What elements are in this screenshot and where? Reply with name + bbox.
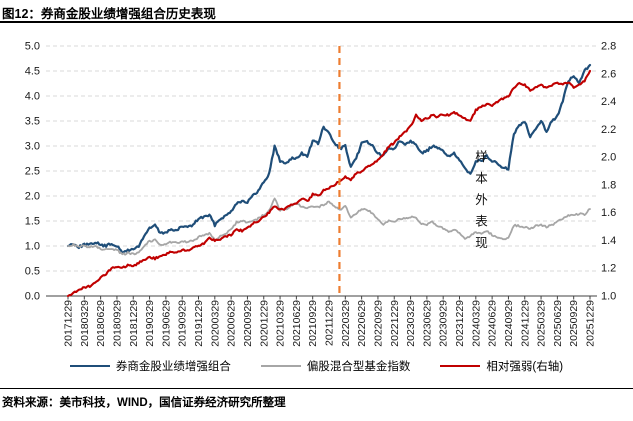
series-lines: [66, 63, 592, 298]
left-axis-labels: 5.0 4.5 4.0 3.5 3.0 2.5 2.0 1.5 1.0 0.5 0.0: [25, 41, 40, 303]
svg-text:2.5: 2.5: [25, 166, 40, 178]
svg-text:3.5: 3.5: [25, 116, 40, 128]
legend-item-1: 偏股混合型基金指数: [260, 358, 411, 374]
svg-text:20171229: 20171229: [63, 300, 75, 347]
svg-text:20210629: 20210629: [291, 300, 303, 347]
svg-text:5.0: 5.0: [25, 41, 40, 53]
svg-text:20220329: 20220329: [340, 300, 352, 347]
svg-text:1.5: 1.5: [25, 216, 40, 228]
svg-text:20251229: 20251229: [585, 300, 597, 347]
svg-text:2.4: 2.4: [601, 96, 616, 108]
svg-text:20181229: 20181229: [128, 300, 140, 347]
legend-label-1: 偏股混合型基金指数: [306, 361, 411, 373]
x-axis-labels: 20171229 20180329 20180629 20180929 20181229…: [63, 296, 597, 347]
svg-text:2.6: 2.6: [601, 68, 616, 80]
svg-text:20240629: 20240629: [487, 300, 499, 347]
svg-text:20250329: 20250329: [536, 300, 548, 347]
legend-item-2: 相对强弱(右轴): [440, 358, 563, 374]
source-note: 资料来源：美市科技，WIND，国信证券经济研究所整理: [2, 397, 286, 409]
svg-text:0.0: 0.0: [25, 291, 40, 303]
svg-text:20240329: 20240329: [470, 300, 482, 347]
svg-text:20230629: 20230629: [421, 300, 433, 347]
svg-text:4.0: 4.0: [25, 91, 40, 103]
svg-text:20191229: 20191229: [193, 300, 205, 347]
svg-text:20190329: 20190329: [144, 300, 156, 347]
svg-text:20230329: 20230329: [405, 300, 417, 347]
legend-item-0: 券商金股业绩增强组合: [69, 358, 231, 374]
series-line-2: [66, 69, 592, 298]
legend-swatch-2: [440, 364, 481, 368]
svg-text:20220929: 20220929: [372, 300, 384, 347]
svg-text:20180929: 20180929: [111, 300, 123, 347]
svg-text:4.5: 4.5: [25, 66, 40, 78]
title-divider: [0, 21, 633, 23]
svg-text:0.5: 0.5: [25, 266, 40, 278]
footer-divider: [0, 388, 633, 389]
svg-text:20211229: 20211229: [324, 300, 336, 346]
svg-text:1.0: 1.0: [601, 291, 616, 303]
legend-label-2: 相对强弱(右轴): [486, 361, 564, 373]
svg-text:20190629: 20190629: [160, 300, 172, 347]
svg-text:20200329: 20200329: [209, 300, 221, 347]
svg-text:20231229: 20231229: [454, 300, 466, 347]
svg-text:20250929: 20250929: [568, 300, 580, 347]
svg-text:1.0: 1.0: [25, 241, 40, 253]
gridlines: [46, 45, 597, 297]
svg-text:20220629: 20220629: [356, 300, 368, 347]
svg-text:20240929: 20240929: [503, 300, 515, 347]
svg-text:1.8: 1.8: [601, 179, 616, 191]
right-axis-labels: 2.8 2.6 2.4 2.2 2.0 1.8 1.6 1.4 1.2 1.0: [601, 41, 616, 303]
svg-text:20180329: 20180329: [79, 300, 91, 347]
svg-text:1.6: 1.6: [601, 207, 616, 219]
series-line-0: [66, 63, 592, 255]
svg-text:20190929: 20190929: [177, 300, 189, 347]
svg-text:20250629: 20250629: [552, 300, 564, 347]
svg-text:20180629: 20180629: [95, 300, 107, 347]
svg-text:20210929: 20210929: [307, 300, 319, 347]
svg-text:20210329: 20210329: [275, 300, 287, 347]
figure-title: 图12：券商金股业绩增强组合历史表现: [2, 7, 216, 21]
svg-text:2.0: 2.0: [25, 191, 40, 203]
svg-text:2.0: 2.0: [601, 152, 616, 164]
svg-text:2.2: 2.2: [601, 124, 616, 136]
svg-text:2.8: 2.8: [601, 41, 616, 53]
out-of-sample-annotation: 样本外表现: [473, 150, 487, 258]
svg-text:20200629: 20200629: [226, 300, 238, 347]
series-line-1: [67, 197, 591, 256]
svg-text:1.2: 1.2: [601, 263, 616, 275]
svg-text:20230929: 20230929: [438, 300, 450, 347]
legend-label-0: 券商金股业绩增强组合: [115, 361, 231, 373]
chart-legend: 券商金股业绩增强组合 偏股混合型基金指数 相对强弱(右轴): [0, 358, 633, 374]
legend-swatch-0: [69, 364, 110, 368]
svg-text:1.4: 1.4: [601, 235, 616, 247]
svg-text:20200929: 20200929: [242, 300, 254, 347]
svg-text:3.0: 3.0: [25, 141, 40, 153]
legend-swatch-1: [260, 364, 301, 368]
svg-text:20201229: 20201229: [258, 300, 270, 347]
svg-text:20241229: 20241229: [519, 300, 531, 347]
svg-text:20221229: 20221229: [389, 300, 401, 347]
